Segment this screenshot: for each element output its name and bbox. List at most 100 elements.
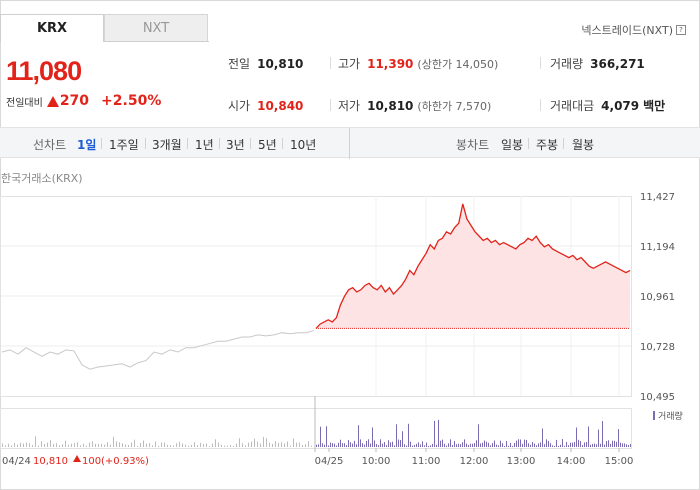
volume-bar	[610, 443, 611, 447]
volume-bar	[376, 444, 377, 447]
tab-krx[interactable]: KRX	[0, 14, 104, 42]
divider	[101, 138, 102, 149]
volume-bar	[281, 442, 282, 447]
volume-bar	[386, 445, 387, 447]
volume-bar	[410, 441, 411, 447]
volume-bar	[125, 444, 126, 447]
tab-divider	[104, 41, 209, 42]
x-tick-label: 12:00	[460, 456, 489, 467]
volume-bar	[402, 431, 403, 447]
prev-day-line	[1, 330, 315, 370]
volume-bar	[412, 445, 413, 447]
volume-bar	[272, 443, 273, 447]
period-5y[interactable]: 5년	[258, 138, 277, 152]
volume-bar	[23, 443, 24, 447]
volume-bar	[95, 443, 96, 447]
tab-nxt[interactable]: NXT	[104, 14, 208, 42]
volume-bar	[221, 444, 222, 447]
volume-bar	[428, 445, 429, 447]
volume-bar	[582, 445, 583, 447]
volume-bar	[191, 444, 192, 447]
volume-bar	[56, 443, 57, 447]
volume-bar	[570, 442, 571, 447]
volume-bar	[296, 442, 297, 447]
plot-frame	[0, 196, 632, 397]
volume-bar	[47, 442, 48, 447]
volume-bar	[65, 440, 66, 447]
price-change: 전일대비 270 +2.50%	[6, 93, 161, 109]
volume-bar	[504, 445, 505, 447]
volume-bar	[260, 443, 261, 447]
stat-label: 거래대금	[550, 99, 595, 113]
volume-bar	[540, 442, 541, 447]
line-chart-label: 선차트	[33, 138, 67, 152]
volume-bar	[206, 443, 207, 447]
help-icon[interactable]: ?	[676, 25, 686, 35]
volume-bar	[176, 443, 177, 447]
volume-bar	[416, 443, 417, 447]
volume-bar	[352, 443, 353, 447]
volume-bar	[173, 445, 174, 447]
volume-bar	[548, 440, 549, 447]
period-1y[interactable]: 1년	[195, 138, 214, 152]
volume-bar	[257, 441, 258, 447]
period-10y[interactable]: 10년	[290, 138, 317, 152]
volume-bar	[464, 439, 465, 447]
volume-bar	[368, 439, 369, 447]
volume-bar	[568, 445, 569, 447]
volume-bar	[520, 439, 521, 447]
divider	[250, 138, 251, 149]
period-3m[interactable]: 3개월	[152, 138, 182, 152]
volume-bar	[62, 444, 63, 447]
candle-daily[interactable]: 일봉	[501, 138, 524, 152]
up-triangle-icon	[46, 95, 59, 107]
volume-bar	[35, 436, 36, 447]
volume-bar	[98, 443, 99, 447]
period-3y[interactable]: 3년	[226, 138, 245, 152]
volume-bar	[320, 426, 321, 447]
volume-bar	[59, 445, 60, 447]
candle-weekly[interactable]: 주봉	[536, 138, 559, 152]
volume-bar	[338, 442, 339, 447]
period-1d[interactable]: 1일	[77, 138, 97, 152]
volume-bar	[622, 443, 623, 447]
volume-bar	[536, 445, 537, 447]
x-tick-label: 15:00	[605, 456, 634, 467]
volume-bar	[414, 444, 415, 447]
volume-bar	[299, 442, 300, 447]
volume-bar	[185, 444, 186, 447]
volume-bar	[197, 445, 198, 447]
stat-value: 10,810	[257, 56, 304, 71]
volume-bar	[556, 439, 557, 447]
volume-bar	[448, 443, 449, 447]
volume-bar	[432, 443, 433, 447]
volume-bar	[227, 445, 228, 447]
volume-bar	[526, 439, 527, 447]
period-1w[interactable]: 1주일	[109, 138, 139, 152]
volume-bar	[580, 441, 581, 447]
volume-bar	[534, 443, 535, 447]
volume-bar	[293, 438, 294, 447]
volume-bar	[212, 443, 213, 447]
volume-bar	[592, 443, 593, 447]
x-tick-label: 13:00	[507, 456, 536, 467]
volume-bar	[378, 445, 379, 447]
nxt-link[interactable]: 넥스트레이드(NXT) ?	[581, 22, 686, 38]
volume-bar	[494, 440, 495, 447]
volume-bar	[5, 445, 6, 447]
volume-bar	[356, 444, 357, 447]
stat-value: 4,079	[601, 98, 640, 113]
volume-bar	[614, 440, 615, 447]
volume-bar	[113, 436, 114, 447]
volume-bar	[302, 444, 303, 447]
stat-label: 고가	[338, 57, 361, 71]
volume-bar	[456, 444, 457, 447]
volume-bar	[462, 442, 463, 447]
volume-bar	[584, 442, 585, 447]
volume-bar	[248, 442, 249, 447]
volume-bar	[554, 445, 555, 447]
stat-open: 시가 10,840	[228, 97, 303, 114]
volume-bar	[508, 445, 509, 447]
candle-monthly[interactable]: 월봉	[572, 138, 595, 152]
